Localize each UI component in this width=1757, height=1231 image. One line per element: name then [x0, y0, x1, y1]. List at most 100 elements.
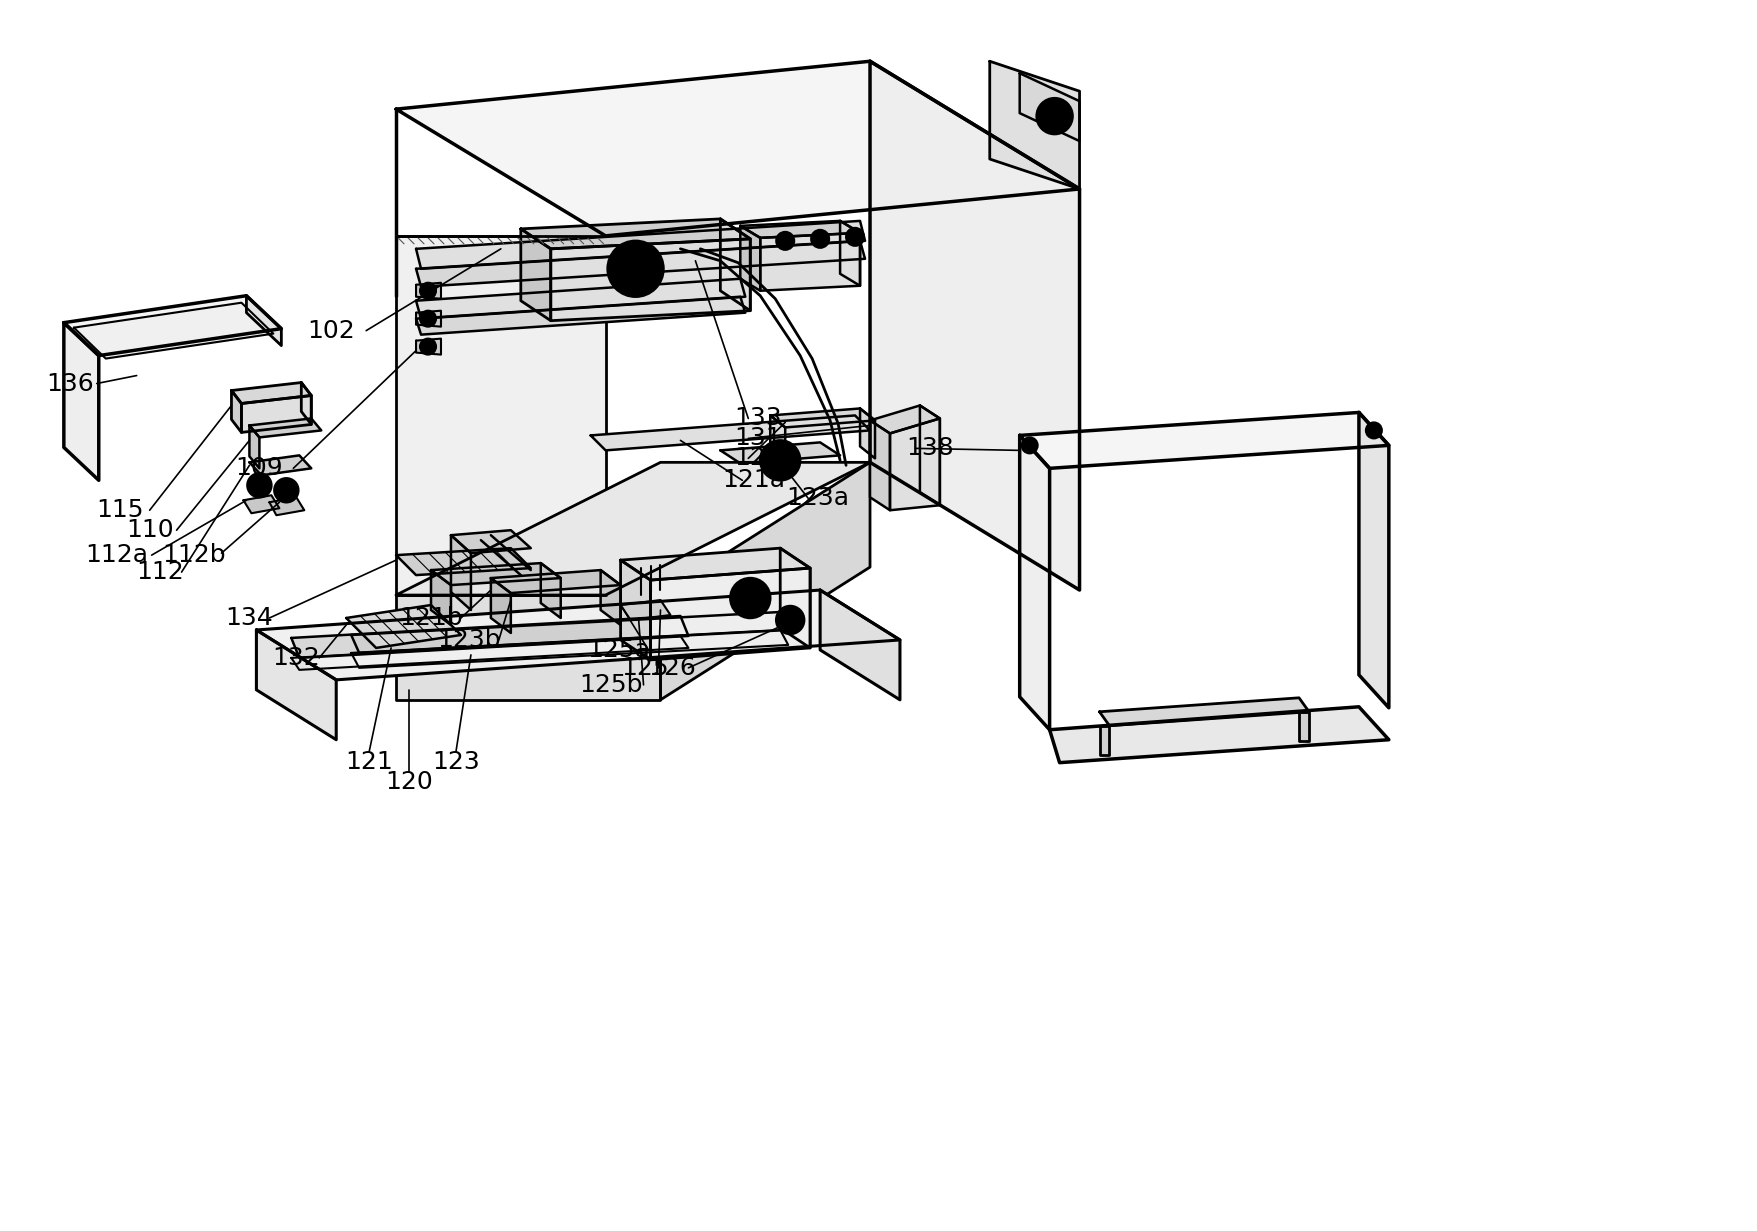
Text: 112: 112: [135, 560, 183, 583]
Text: 123b: 123b: [437, 628, 501, 652]
Polygon shape: [430, 563, 560, 585]
Polygon shape: [620, 548, 810, 580]
Text: 131: 131: [734, 426, 782, 451]
Polygon shape: [590, 415, 870, 451]
Text: 125b: 125b: [578, 673, 641, 697]
Polygon shape: [821, 590, 900, 699]
Circle shape: [759, 441, 799, 480]
Polygon shape: [550, 239, 750, 320]
Polygon shape: [919, 405, 940, 505]
Circle shape: [1365, 422, 1381, 438]
Polygon shape: [395, 236, 604, 595]
Circle shape: [810, 230, 829, 247]
Polygon shape: [1049, 707, 1388, 763]
Polygon shape: [490, 570, 620, 593]
Polygon shape: [257, 590, 900, 680]
Text: 123a: 123a: [785, 486, 849, 511]
Text: 121b: 121b: [399, 606, 462, 630]
Polygon shape: [1098, 698, 1309, 726]
Polygon shape: [269, 497, 304, 516]
Polygon shape: [74, 303, 274, 358]
Polygon shape: [1298, 712, 1309, 741]
Text: 132: 132: [272, 646, 320, 670]
Polygon shape: [416, 278, 745, 319]
Circle shape: [248, 474, 271, 497]
Polygon shape: [395, 595, 661, 699]
Polygon shape: [1019, 73, 1079, 142]
Circle shape: [1037, 98, 1072, 134]
Polygon shape: [300, 383, 311, 425]
Polygon shape: [452, 531, 531, 553]
Circle shape: [1045, 108, 1061, 124]
Polygon shape: [395, 548, 531, 575]
Polygon shape: [1019, 436, 1049, 730]
Circle shape: [255, 480, 264, 490]
Polygon shape: [989, 62, 1079, 190]
Polygon shape: [661, 463, 870, 699]
Text: 112a: 112a: [84, 543, 148, 567]
Circle shape: [420, 283, 436, 299]
Polygon shape: [740, 220, 859, 238]
Polygon shape: [780, 548, 810, 648]
Polygon shape: [232, 390, 241, 432]
Polygon shape: [759, 233, 859, 291]
Circle shape: [777, 606, 803, 634]
Circle shape: [420, 310, 436, 326]
Circle shape: [620, 254, 650, 284]
Polygon shape: [63, 323, 98, 480]
Polygon shape: [889, 419, 940, 510]
Polygon shape: [346, 604, 460, 648]
Polygon shape: [870, 62, 1079, 590]
Polygon shape: [242, 495, 279, 513]
Text: 123: 123: [432, 750, 480, 773]
Circle shape: [777, 231, 794, 250]
Polygon shape: [249, 455, 311, 475]
Polygon shape: [416, 339, 441, 355]
Polygon shape: [870, 421, 889, 510]
Circle shape: [845, 228, 863, 246]
Text: 115: 115: [97, 499, 144, 522]
Polygon shape: [770, 415, 785, 465]
Polygon shape: [395, 62, 1079, 236]
Polygon shape: [740, 225, 759, 291]
Polygon shape: [416, 241, 864, 287]
Polygon shape: [720, 219, 750, 310]
Circle shape: [771, 452, 787, 468]
Polygon shape: [1098, 726, 1109, 755]
Polygon shape: [241, 395, 311, 432]
Polygon shape: [452, 535, 471, 611]
Text: 136: 136: [46, 372, 93, 395]
Polygon shape: [430, 570, 452, 625]
Circle shape: [420, 339, 436, 355]
Polygon shape: [840, 220, 859, 286]
Circle shape: [1021, 437, 1037, 453]
Text: 125a: 125a: [587, 638, 650, 662]
Polygon shape: [257, 630, 336, 740]
Polygon shape: [232, 383, 311, 404]
Polygon shape: [249, 426, 260, 468]
Polygon shape: [249, 419, 322, 437]
Polygon shape: [1019, 412, 1388, 468]
Circle shape: [784, 614, 796, 627]
Polygon shape: [541, 563, 560, 618]
Polygon shape: [520, 229, 550, 320]
Text: 112b: 112b: [163, 543, 227, 567]
Text: 120: 120: [385, 769, 432, 794]
Polygon shape: [351, 612, 787, 652]
Polygon shape: [416, 310, 441, 326]
Circle shape: [274, 479, 299, 502]
Text: 125: 125: [622, 656, 669, 680]
Circle shape: [281, 485, 292, 495]
Text: 126: 126: [648, 656, 696, 680]
Polygon shape: [520, 219, 750, 249]
Polygon shape: [620, 599, 669, 620]
Text: 109: 109: [235, 457, 283, 480]
Text: 133: 133: [734, 406, 782, 431]
Text: 121a: 121a: [722, 468, 784, 492]
Polygon shape: [416, 297, 745, 335]
Polygon shape: [1358, 412, 1388, 708]
Polygon shape: [416, 283, 441, 299]
Circle shape: [608, 241, 662, 297]
Circle shape: [729, 579, 770, 618]
Text: 124: 124: [734, 447, 782, 470]
